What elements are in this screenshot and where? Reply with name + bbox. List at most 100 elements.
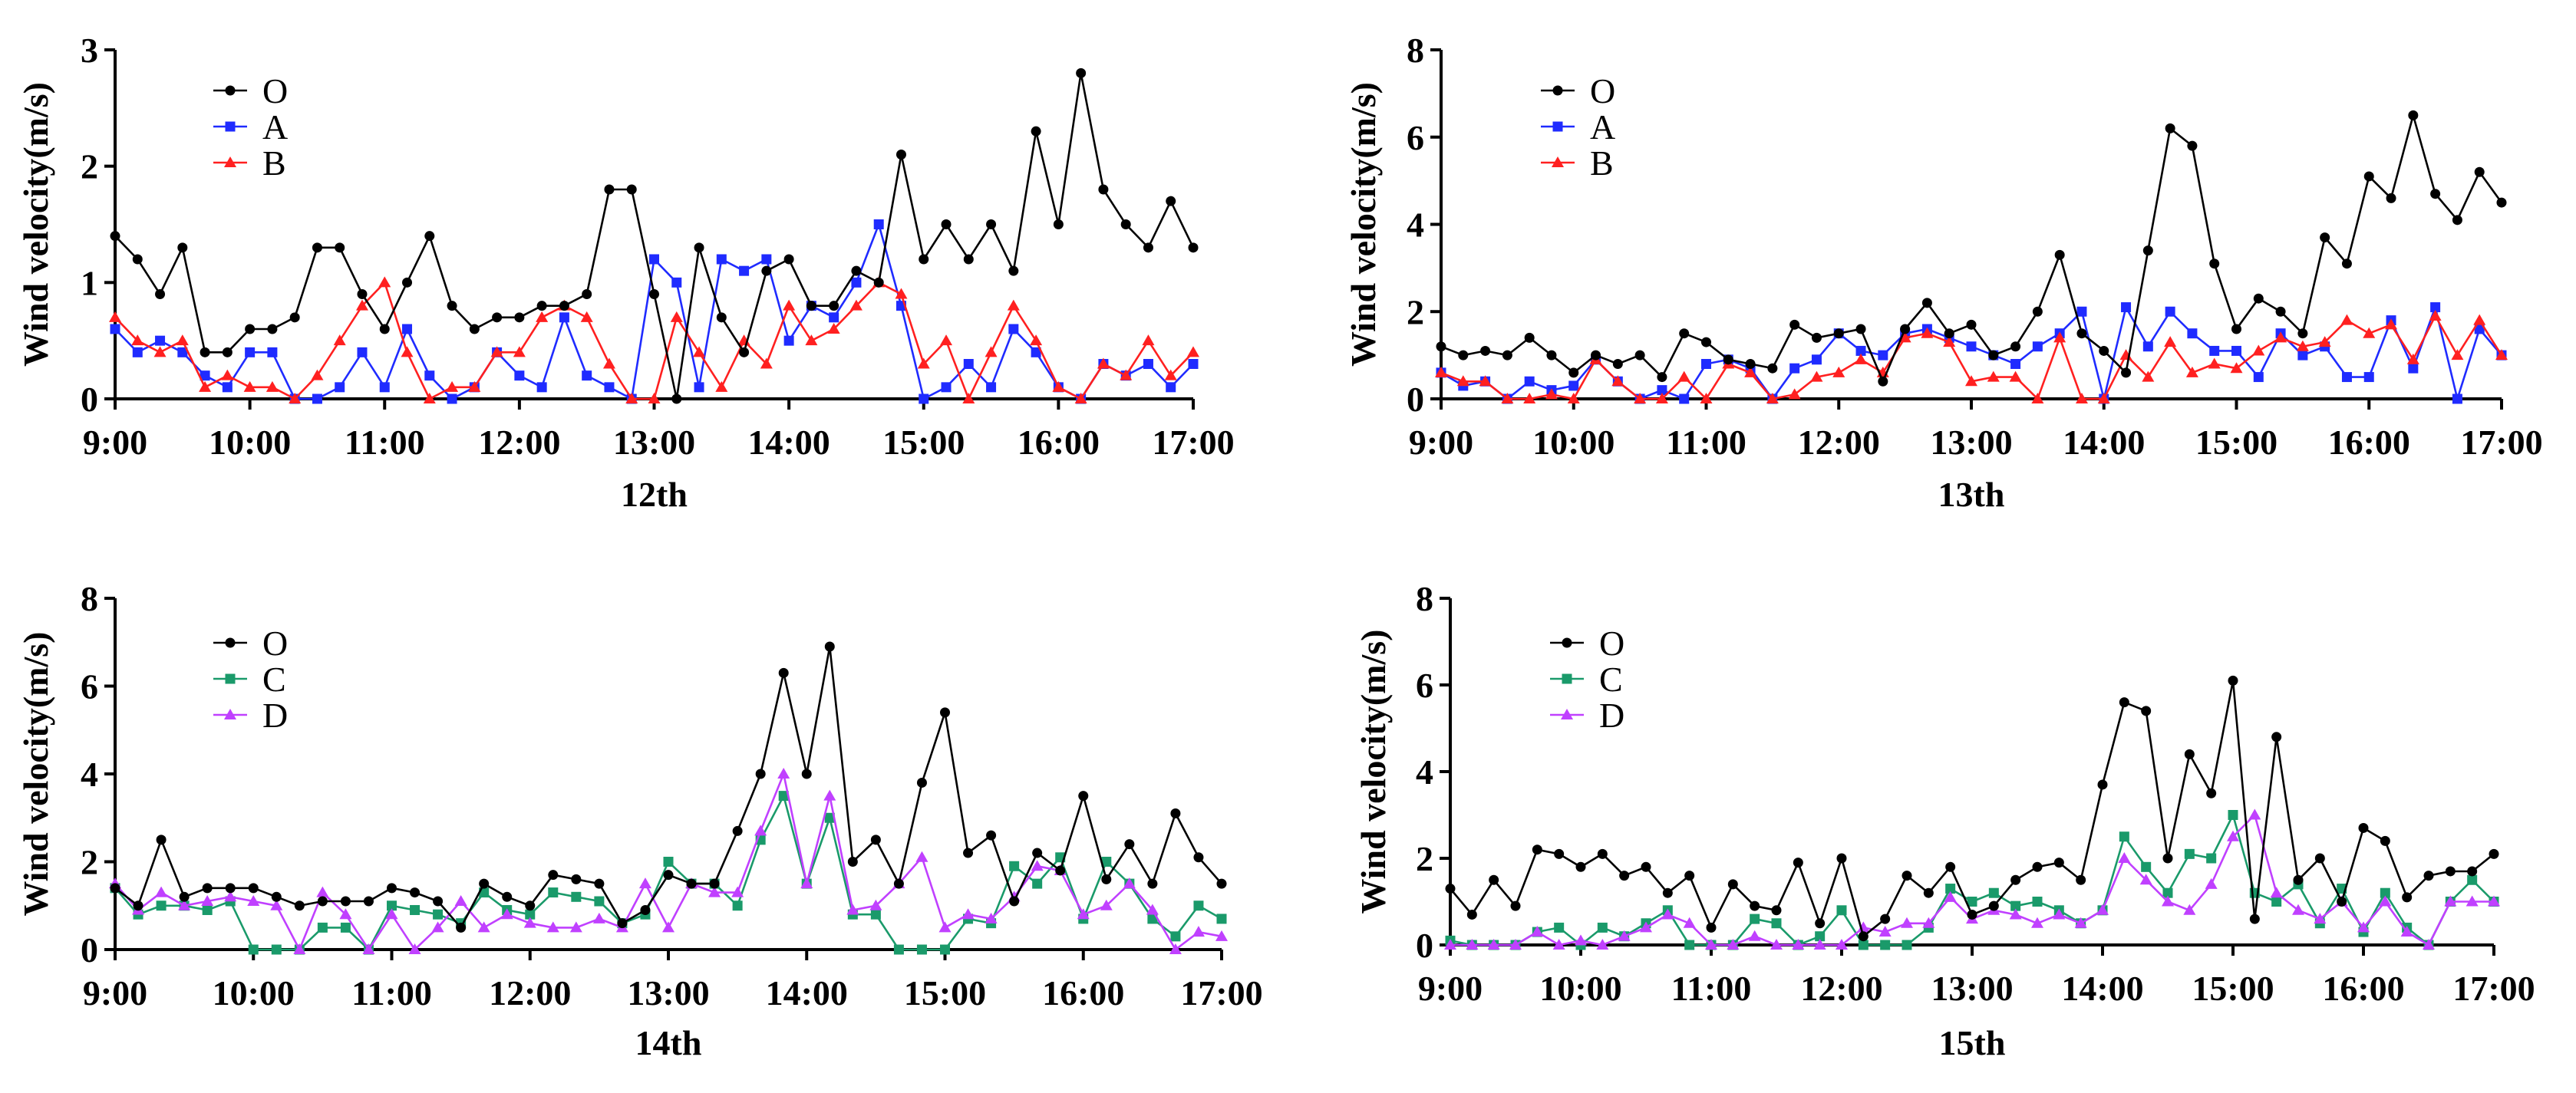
data-point-O bbox=[2076, 874, 2086, 885]
data-point-C bbox=[893, 944, 904, 955]
data-point-O bbox=[492, 312, 503, 323]
data-point-A bbox=[1188, 359, 1199, 369]
data-point-B bbox=[1567, 393, 1580, 403]
data-point-O bbox=[1793, 858, 1803, 868]
data-point-D bbox=[270, 899, 283, 910]
data-point-D bbox=[1487, 939, 1500, 950]
data-point-C bbox=[317, 922, 328, 933]
data-point-D bbox=[2248, 808, 2261, 820]
data-point-O bbox=[289, 312, 300, 323]
data-point-B bbox=[401, 346, 414, 357]
data-point-O bbox=[649, 289, 659, 299]
data-point-A bbox=[1878, 350, 1888, 360]
data-point-D bbox=[1552, 939, 1565, 950]
legend-marker bbox=[225, 637, 236, 648]
data-point-O bbox=[1055, 865, 1066, 876]
data-point-O bbox=[2363, 171, 2374, 182]
data-point-D bbox=[2227, 830, 2239, 841]
data-point-O bbox=[1124, 839, 1135, 850]
data-point-D bbox=[1466, 939, 1479, 950]
data-point-B bbox=[2009, 370, 2022, 382]
data-point-D bbox=[869, 899, 882, 910]
chart-panel-15th: 0 2 4 6 8 9:00 10:00 11:00 12:00 13:00 14:00 15:00 1… bbox=[1354, 579, 2535, 1062]
data-point-D bbox=[2096, 904, 2109, 915]
data-point-O bbox=[179, 891, 190, 902]
data-point-O bbox=[1166, 196, 1176, 206]
data-point-D bbox=[800, 877, 813, 889]
data-point-A bbox=[2430, 302, 2441, 313]
x-axis-label: 13th bbox=[1938, 475, 2005, 514]
legend-label: C bbox=[1599, 660, 1623, 699]
data-point-B bbox=[2385, 318, 2398, 330]
data-point-B bbox=[2473, 314, 2486, 325]
data-point-A bbox=[1568, 380, 1579, 391]
data-point-O bbox=[2142, 245, 2153, 256]
data-point-O bbox=[1524, 332, 1535, 343]
data-point-O bbox=[2119, 697, 2129, 708]
data-point-B bbox=[2031, 393, 2044, 403]
data-point-C bbox=[1101, 857, 1112, 867]
data-point-O bbox=[1684, 871, 1695, 881]
data-point-C bbox=[525, 909, 536, 920]
data-point-O bbox=[940, 707, 950, 718]
data-point-B bbox=[423, 393, 436, 403]
data-point-C bbox=[1858, 940, 1869, 950]
data-point-O bbox=[2231, 324, 2241, 334]
y-axis-label: Wind velocity(m/s) bbox=[16, 82, 55, 367]
data-point-B bbox=[2185, 366, 2198, 377]
x-tick-label: 11:00 bbox=[345, 423, 425, 462]
data-point-A bbox=[1524, 376, 1535, 387]
data-point-O bbox=[2293, 874, 2304, 885]
data-point-O bbox=[200, 347, 210, 357]
legend-item-D: D bbox=[1550, 696, 1624, 735]
data-point-B bbox=[2252, 344, 2265, 356]
data-point-C bbox=[594, 896, 605, 907]
data-point-B bbox=[1456, 375, 1469, 387]
data-point-D bbox=[1792, 939, 1805, 950]
x-tick-label: 11:00 bbox=[1666, 423, 1746, 462]
data-point-O bbox=[1216, 878, 1227, 889]
data-point-C bbox=[2184, 848, 2195, 859]
data-point-D bbox=[1748, 930, 1761, 941]
data-point-O bbox=[2249, 914, 2260, 924]
data-point-A bbox=[335, 382, 345, 393]
data-point-B bbox=[1097, 357, 1110, 369]
data-point-B bbox=[311, 369, 324, 380]
data-point-O bbox=[502, 891, 513, 902]
data-point-O bbox=[1008, 265, 1019, 276]
y-tick-label: 4 bbox=[1407, 206, 1424, 245]
data-point-C bbox=[1988, 887, 1999, 898]
data-point-D bbox=[2423, 939, 2435, 950]
x-axis-label: 14th bbox=[635, 1023, 702, 1062]
data-point-O bbox=[222, 347, 233, 357]
data-point-A bbox=[2231, 345, 2241, 356]
data-point-D bbox=[915, 851, 928, 862]
data-point-D bbox=[1922, 917, 1935, 928]
y-tick-label: 2 bbox=[1416, 839, 1433, 878]
data-point-A bbox=[2010, 359, 2021, 369]
data-point-D bbox=[2444, 895, 2457, 907]
data-point-O bbox=[986, 830, 997, 841]
data-point-B bbox=[1677, 370, 1690, 382]
legend-marker bbox=[224, 709, 236, 719]
data-point-O bbox=[202, 883, 213, 894]
data-point-O bbox=[155, 289, 166, 299]
data-point-O bbox=[525, 900, 536, 911]
data-point-O bbox=[1147, 878, 1158, 889]
data-point-O bbox=[1815, 918, 1826, 929]
data-point-D bbox=[754, 825, 767, 836]
data-point-D bbox=[178, 899, 191, 910]
data-point-B bbox=[1501, 393, 1514, 403]
data-point-B bbox=[1898, 331, 1911, 343]
data-point-B bbox=[940, 334, 953, 346]
y-tick-label: 8 bbox=[1407, 31, 1424, 70]
data-point-D bbox=[1146, 904, 1159, 915]
data-point-O bbox=[548, 870, 559, 881]
data-point-O bbox=[761, 265, 772, 276]
data-point-D bbox=[961, 908, 975, 920]
data-point-O bbox=[156, 835, 167, 845]
data-point-O bbox=[1634, 350, 1645, 360]
data-point-O bbox=[1546, 350, 1557, 360]
data-point-B bbox=[1030, 334, 1043, 346]
data-point-B bbox=[1921, 327, 1934, 338]
